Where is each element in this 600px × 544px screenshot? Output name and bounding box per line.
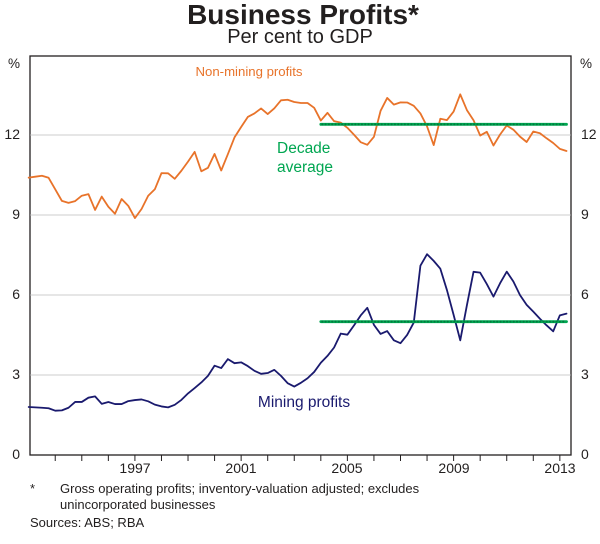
svg-text:Non-mining profits: Non-mining profits: [195, 64, 302, 79]
svg-text:Sources: ABS; RBA: Sources: ABS; RBA: [30, 515, 144, 530]
svg-text:3: 3: [12, 366, 20, 382]
svg-text:*: *: [30, 481, 35, 496]
svg-text:Per cent to GDP: Per cent to GDP: [227, 26, 373, 48]
svg-text:Mining profits: Mining profits: [258, 394, 350, 411]
svg-text:Decade: Decade: [277, 140, 330, 157]
svg-text:3: 3: [581, 366, 589, 382]
svg-text:2005: 2005: [331, 460, 362, 476]
svg-text:6: 6: [581, 286, 589, 302]
svg-text:2009: 2009: [438, 460, 469, 476]
svg-text:Gross operating profits; inven: Gross operating profits; inventory-valua…: [60, 481, 420, 496]
svg-text:0: 0: [12, 446, 20, 462]
svg-text:2013: 2013: [544, 460, 575, 476]
svg-text:9: 9: [581, 206, 589, 222]
svg-text:average: average: [277, 159, 333, 176]
svg-text:unincorporated businesses: unincorporated businesses: [60, 497, 216, 512]
svg-text:12: 12: [4, 126, 20, 142]
svg-text:1997: 1997: [119, 460, 150, 476]
svg-text:0: 0: [581, 446, 589, 462]
svg-text:2001: 2001: [225, 460, 256, 476]
svg-text:%: %: [580, 56, 592, 71]
svg-text:%: %: [8, 56, 20, 71]
svg-text:9: 9: [12, 206, 20, 222]
svg-text:12: 12: [581, 126, 597, 142]
svg-text:6: 6: [12, 286, 20, 302]
